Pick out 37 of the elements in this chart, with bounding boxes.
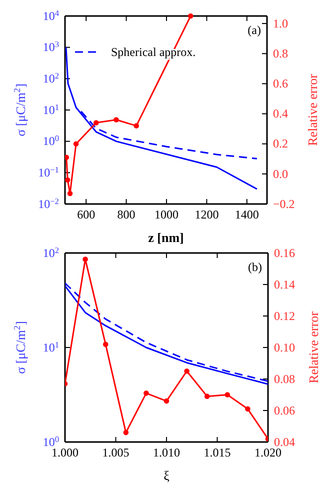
x-tick-label: 1000 <box>154 208 178 222</box>
y2-tick-label: 0.10 <box>274 340 295 354</box>
y-tick-label: 10$^{1}$ <box>42 340 59 354</box>
y-tick-label: 10$^{0}$ <box>42 134 59 148</box>
y2-tick-label: 0.06 <box>274 403 295 418</box>
y2-tick-label: 0.16 <box>274 246 295 260</box>
y-tick-label: 10$^{−1}$ <box>38 165 59 180</box>
annotation: (b) <box>248 260 262 274</box>
y2-tick-label: 0.08 <box>274 372 295 386</box>
y2-tick-label: 0.0 <box>273 166 288 181</box>
line-series <box>65 46 258 190</box>
annotation: (a) <box>248 23 261 37</box>
x-tick-label: 1.010 <box>153 446 180 460</box>
x-axis-title: ξ <box>164 468 170 483</box>
x-tick-label: 600 <box>77 208 96 222</box>
x-tick-label: 1200 <box>194 208 219 222</box>
x-tick-label: 1.015 <box>204 446 231 460</box>
y-tick-label: 10$^{4}$ <box>42 8 60 23</box>
y2-tick-label: 0.6 <box>273 76 288 91</box>
y2-axis-title: Relative error <box>305 73 320 146</box>
y2-tick-label: 0.14 <box>274 277 295 292</box>
y2-tick-label: −0.2 <box>273 196 295 211</box>
x-tick-label: 1400 <box>234 208 259 222</box>
y-tick-label: 10$^{−2}$ <box>38 196 59 211</box>
y-tick-label: 10$^{1}$ <box>42 102 59 117</box>
y2-axis-title: Relative error <box>306 310 321 384</box>
y-tick-label: 10$^{3}$ <box>42 40 59 54</box>
y-tick-label: 10$^{2}$ <box>42 71 59 86</box>
y2-tick-label: 0.2 <box>273 136 288 151</box>
x-axis-title: z [nm] <box>148 230 184 245</box>
x-tick-label: 1.005 <box>102 446 130 460</box>
y2-tick-label: 0.12 <box>274 308 295 323</box>
y-tick-label: 10$^{2}$ <box>42 245 59 260</box>
y2-tick-label: 0.4 <box>273 106 288 121</box>
y2-tick-label: 0.8 <box>273 46 288 60</box>
x-tick-label: 800 <box>117 208 136 222</box>
y2-tick-label: 1.0 <box>273 16 288 30</box>
